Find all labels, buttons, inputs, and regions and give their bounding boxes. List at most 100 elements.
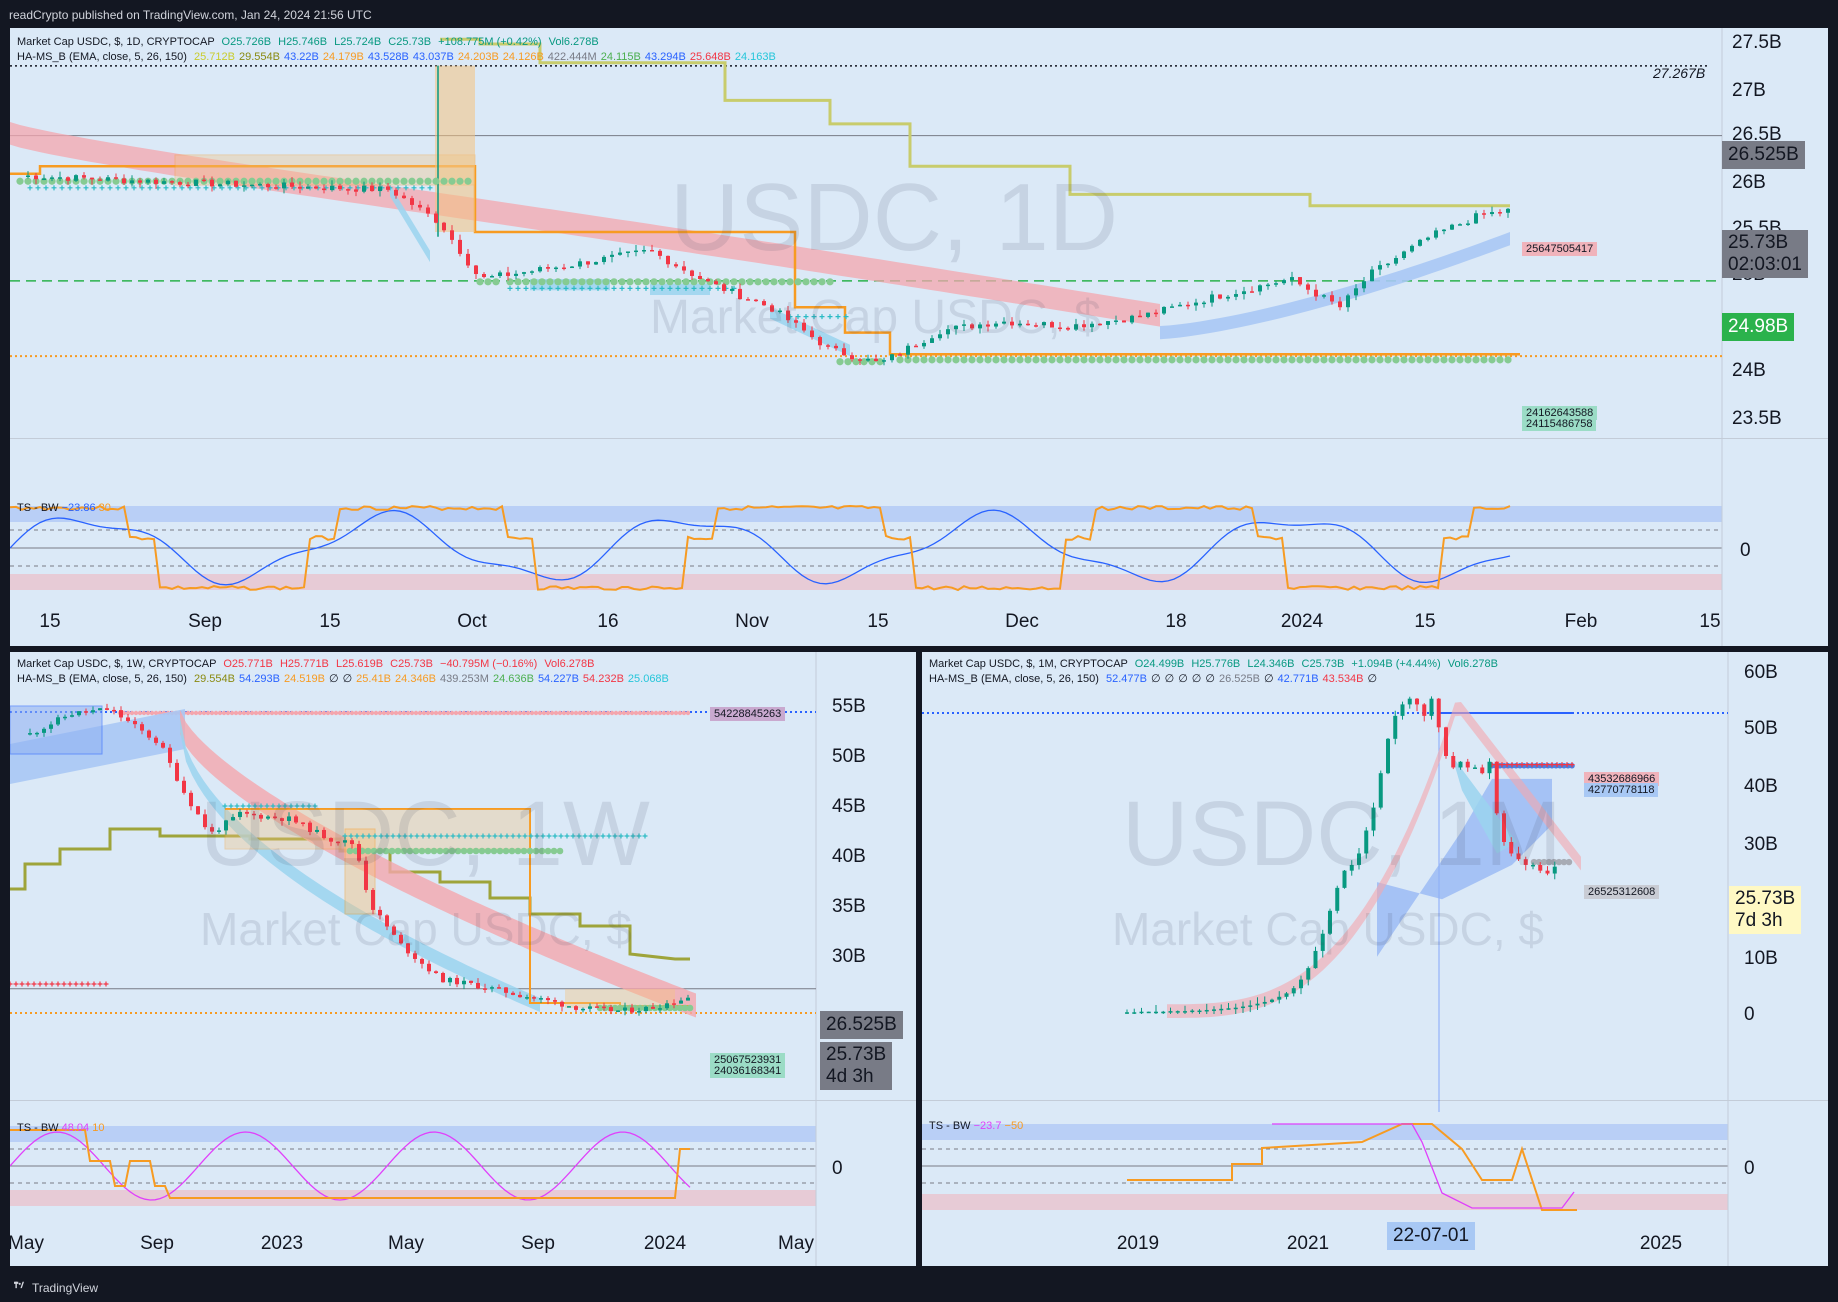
support-dots: [818, 278, 826, 286]
resistance-dots: [621, 710, 627, 716]
monthly-chart-canvas[interactable]: [922, 652, 1828, 1266]
support-crosses: [555, 285, 561, 291]
daily-candle: [802, 322, 806, 331]
daily-candle: [498, 272, 502, 277]
support-dots: [346, 847, 354, 855]
daily-candle: [1146, 312, 1150, 317]
monthly-candle: [1509, 842, 1514, 854]
fast-ema-band: [1160, 232, 1510, 340]
weekly-candle: [560, 1001, 564, 1007]
resistance-dots: [525, 710, 531, 716]
support-dots: [16, 177, 24, 185]
daily-candle: [1298, 277, 1302, 285]
daily-candle: [426, 207, 430, 214]
gray-dots: [1555, 858, 1563, 866]
support-dots: [610, 278, 618, 286]
support-dots: [1432, 356, 1440, 364]
indicator-value: ∅: [1367, 673, 1378, 685]
daily-ts-bw-legend[interactable]: TS - BW −23.86 30: [17, 502, 111, 514]
weekly-candle: [273, 816, 277, 819]
daily-candle: [1154, 312, 1158, 315]
indicator-value: 24.126B: [502, 51, 544, 63]
weekly-symbol[interactable]: Market Cap USDC, $, 1W, CRYPTOCAP: [17, 658, 217, 670]
resistance-dots: [225, 710, 231, 716]
daily-candle: [954, 325, 958, 330]
daily-candle: [874, 358, 878, 361]
daily-chart-panel[interactable]: USDC, 1D Market Cap USDC, $ Market Cap U…: [10, 28, 1828, 646]
weekly-candle: [210, 827, 214, 832]
support-dots: [876, 358, 884, 366]
daily-candle: [474, 265, 478, 275]
support-dots: [454, 847, 462, 855]
support-dots: [490, 847, 498, 855]
tradingview-brand[interactable]: TradingView: [32, 1281, 99, 1295]
support-crosses: [390, 833, 396, 839]
resistance-dots: [389, 710, 395, 716]
daily-candle: [1194, 302, 1198, 306]
daily-pink-value-tag: 25647505417: [1522, 242, 1598, 256]
monthly-symbol[interactable]: Market Cap USDC, $, 1M, CRYPTOCAP: [929, 658, 1128, 670]
daily-candle: [330, 185, 334, 191]
daily-symbol[interactable]: Market Cap USDC, $, 1D, CRYPTOCAP: [17, 36, 215, 48]
monthly-candle: [1284, 993, 1289, 997]
red-crosses: [10, 981, 13, 987]
weekly-chart-panel[interactable]: USDC, 1W Market Cap USDC, $ Market Cap U…: [10, 652, 916, 1266]
monthly-candle: [1393, 715, 1398, 739]
ts-upper-zone: [10, 506, 1722, 522]
time-axis-label: 2019: [1116, 1233, 1160, 1254]
daily-green-value-tag-a: 24162643588: [1522, 406, 1598, 420]
daily-candle: [1122, 320, 1126, 323]
support-crosses: [534, 833, 540, 839]
support-crosses: [131, 185, 137, 191]
monthly-candle: [1175, 1011, 1180, 1013]
weekly-chart-canvas[interactable]: [10, 652, 916, 1266]
monthly-candle: [1400, 704, 1405, 716]
monthly-chart-panel[interactable]: USDC, 1M Market Cap USDC, $ Market Cap U…: [922, 652, 1828, 1266]
resistance-dots: [413, 710, 419, 716]
support-crosses: [811, 314, 817, 320]
monthly-ts-bw-legend[interactable]: TS - BW −23.7 −50: [929, 1120, 1023, 1132]
support-dots: [936, 356, 944, 364]
monthly-candle: [1233, 1007, 1238, 1010]
resistance-dots: [517, 710, 523, 716]
daily-candle: [586, 261, 590, 265]
daily-candle: [154, 179, 158, 184]
daily-candle: [282, 182, 286, 189]
indicator-value: 43.294B: [644, 51, 686, 63]
daily-candle: [418, 204, 422, 208]
daily-watermark-sub: Market Cap USDC, $: [650, 291, 1101, 344]
daily-candle: [1218, 294, 1222, 299]
daily-chart-canvas[interactable]: [10, 28, 1828, 646]
daily-candle: [1330, 295, 1334, 302]
support-dots: [578, 278, 586, 286]
daily-candle: [1138, 315, 1142, 318]
daily-candle: [994, 323, 998, 327]
red-crosses: [1544, 762, 1550, 768]
weekly-candle: [413, 953, 417, 959]
resistance-dots: [313, 710, 319, 716]
weekly-indicator-legend[interactable]: HA-MS_B (EMA, close, 5, 26, 150) 29.554B…: [17, 672, 669, 687]
support-dots: [1488, 356, 1496, 364]
support-crosses: [372, 833, 378, 839]
support-dots: [1096, 356, 1104, 364]
monthly-indicator-legend[interactable]: HA-MS_B (EMA, close, 5, 26, 150) 52.477B…: [929, 672, 1498, 687]
support-dots: [626, 278, 634, 286]
support-dots: [634, 278, 642, 286]
weekly-candle: [182, 780, 186, 793]
support-dots: [1304, 356, 1312, 364]
indicator-value: 24.179B: [322, 51, 364, 63]
weekly-ts-bw-legend[interactable]: TS - BW 48.04 10: [17, 1122, 104, 1134]
daily-candle: [1394, 258, 1398, 264]
monthly-candle: [1386, 738, 1390, 774]
support-crosses: [819, 314, 825, 320]
resistance-dots: [393, 710, 399, 716]
weekly-volume: Vol6.278B: [544, 658, 595, 670]
weekly-candle: [287, 816, 291, 821]
support-dots: [1136, 356, 1144, 364]
daily-candle: [450, 230, 454, 240]
daily-indicator-legend[interactable]: HA-MS_B (EMA, close, 5, 26, 150) 25.712B…: [17, 50, 776, 65]
monthly-legend: Market Cap USDC, $, 1M, CRYPTOCAP O24.49…: [929, 657, 1498, 687]
weekly-candle: [441, 973, 445, 983]
daily-candle: [90, 177, 94, 180]
support-dots: [538, 847, 546, 855]
